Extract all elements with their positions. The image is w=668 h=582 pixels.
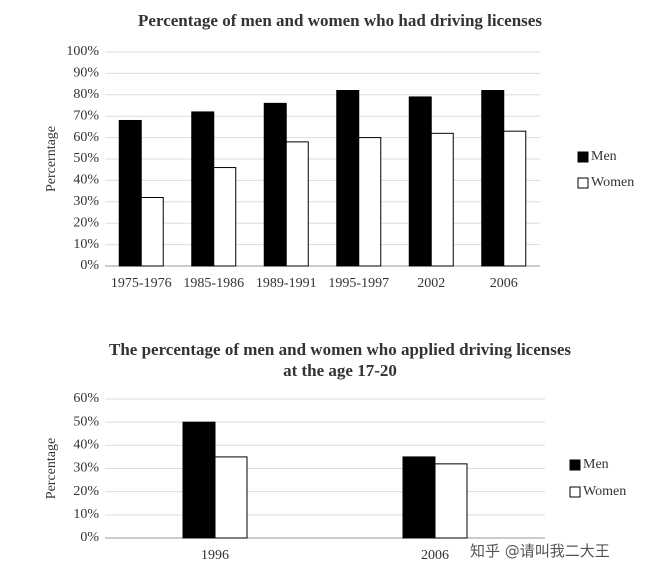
y-tick-label: 60% [73,391,99,406]
x-tick-label: 1985-1986 [183,276,244,291]
y-tick-label: 30% [73,461,99,476]
bar [118,119,142,267]
y-tick-label: 40% [73,438,99,453]
bar [336,90,360,267]
legend-label: Men [583,457,609,472]
y-axis-label: Percentage [44,438,59,499]
y-tick-label: 90% [73,66,99,81]
bar [430,132,454,267]
y-tick-label: 80% [73,87,99,102]
y-tick-label: 20% [73,484,99,499]
legend-swatch [569,486,581,498]
bar [358,137,382,267]
chart-title: The percentage of men and women who appl… [108,340,571,380]
y-tick-label: 10% [73,237,99,252]
y-tick-label: 20% [73,215,99,230]
x-tick-label: 2006 [421,548,449,563]
bar [191,111,215,267]
y-tick-label: 10% [73,507,99,522]
x-tick-label: 2002 [417,276,445,291]
bar [182,421,216,539]
y-tick-label: 100% [66,44,99,59]
x-tick-label: 2006 [490,276,518,291]
y-tick-label: 30% [73,194,99,209]
bar [140,197,164,267]
bar [481,90,505,267]
y-tick-label: 0% [80,258,99,273]
x-tick-label: 1975-1976 [111,276,172,291]
y-tick-label: 50% [73,151,99,166]
bar [434,463,468,539]
bar [214,456,248,539]
legend-label: Men [591,149,617,164]
y-tick-label: 60% [73,130,99,145]
y-tick-label: 70% [73,108,99,123]
x-tick-label: 1996 [201,548,229,563]
y-tick-label: 0% [80,530,99,545]
legend-swatch [577,151,589,163]
bar [285,141,309,267]
x-tick-label: 1989-1991 [256,276,317,291]
bar [402,456,436,539]
legend-label: Women [591,175,634,190]
y-axis-label: Percerntage [44,126,59,192]
legend-swatch [569,459,581,471]
bar [213,167,237,267]
watermark: 知乎 @请叫我二大王 [470,542,610,560]
bar [503,130,527,267]
bar [408,96,432,267]
y-tick-label: 50% [73,414,99,429]
y-tick-label: 40% [73,173,99,188]
legend-label: Women [583,484,626,499]
legend-swatch [577,177,589,189]
bar [263,102,287,267]
chart-title: Percentage of men and women who had driv… [138,11,542,30]
x-tick-label: 1995-1997 [328,276,389,291]
